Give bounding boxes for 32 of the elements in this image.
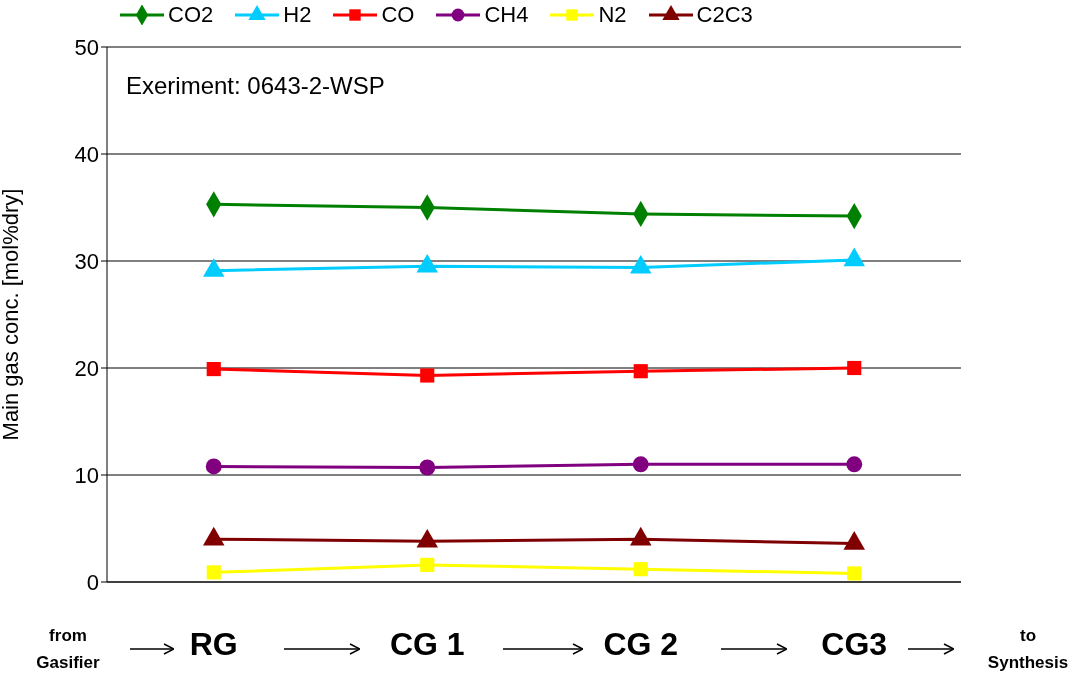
x-tick-label: CG 1 [389, 625, 465, 662]
point [632, 456, 649, 473]
text: from Gasifier [35, 625, 101, 674]
legend-label: C2C3 [696, 2, 753, 28]
point [419, 459, 436, 476]
x-tick-label: CG3 [821, 625, 888, 662]
y-axis-title: Main gas conc. [mol%dry] [0, 188, 23, 441]
legend-label: CO2 [168, 2, 214, 28]
point [633, 562, 648, 577]
legend-label: CO [381, 2, 415, 28]
x-tick-label: RG [189, 625, 238, 662]
point [206, 565, 221, 580]
point [847, 566, 862, 581]
point [847, 360, 862, 376]
y-tick-label: 20 [74, 355, 99, 381]
point [420, 557, 435, 572]
text: to Synthesis [986, 625, 1070, 674]
y-tick-label: 0 [86, 569, 99, 595]
y-tick-label: 50 [74, 34, 99, 60]
x-tick-label: CG 2 [603, 625, 679, 662]
point [846, 456, 863, 473]
legend-label: N2 [598, 2, 627, 28]
point [205, 458, 222, 475]
legend-label: CH4 [484, 2, 529, 28]
point [420, 368, 435, 383]
legend-label: H2 [283, 2, 312, 28]
annotation: Exeriment: 0643-2-WSP [126, 72, 385, 100]
point [206, 362, 221, 377]
y-tick-label: 40 [74, 141, 99, 167]
point [633, 364, 648, 379]
y-tick-label: 10 [74, 462, 99, 488]
y-tick-label: 30 [74, 248, 99, 274]
